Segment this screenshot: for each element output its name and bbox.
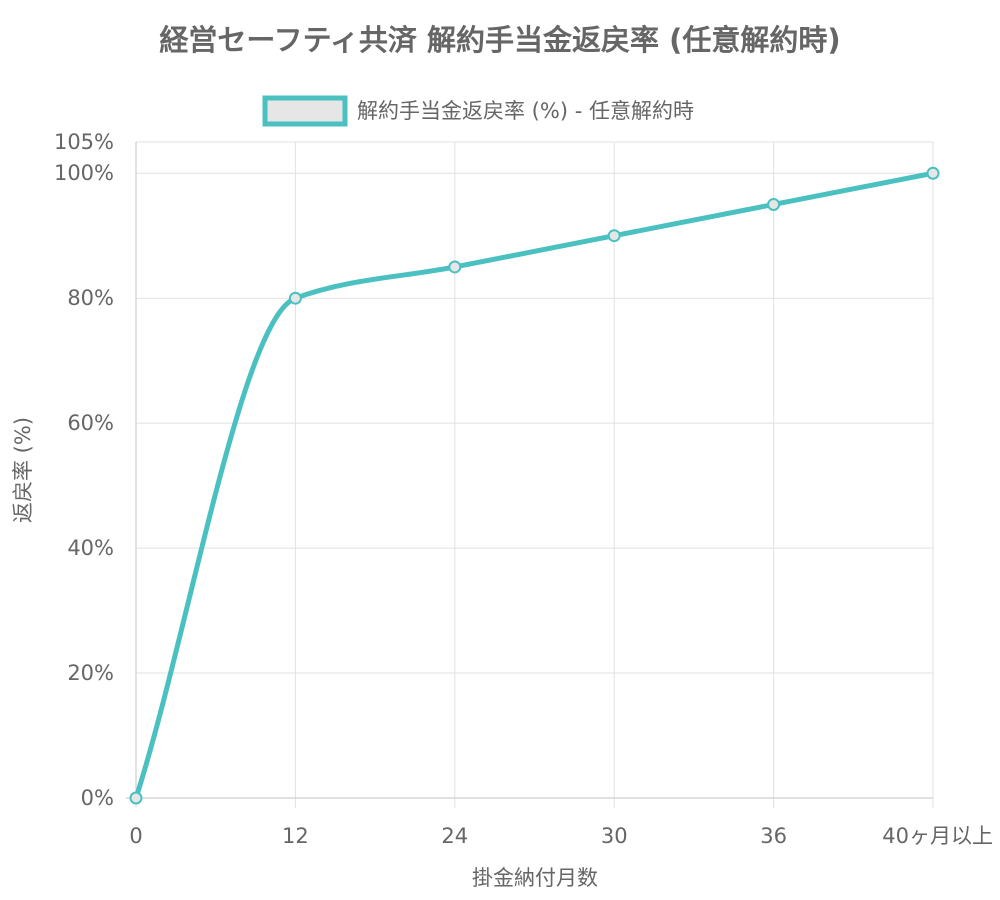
x-tick-label: 30 <box>601 824 628 848</box>
x-tick-label: 40ヶ月以上 <box>882 824 993 848</box>
data-point[interactable] <box>607 229 621 243</box>
y-tick-label: 100% <box>54 161 114 185</box>
data-point[interactable] <box>288 291 302 305</box>
legend[interactable]: 解約手当金返戻率 (%) - 任意解約時 <box>262 95 694 127</box>
tick-labels: 0% 20% 40% 60% 80% 100% 105% 0 12 24 30 36 40ヶ月以上 <box>54 130 993 848</box>
series-line <box>133 170 936 801</box>
data-point[interactable] <box>448 260 462 274</box>
x-tick-label: 36 <box>760 824 787 848</box>
axes <box>126 142 933 799</box>
y-tick-label: 40% <box>67 536 114 560</box>
chart-title: 経営セーフティ共済 解約手当金返戻率 (任意解約時) <box>159 23 840 57</box>
y-tick-label: 20% <box>67 661 114 685</box>
y-tick-label: 105% <box>54 130 114 154</box>
x-tick-label: 12 <box>282 824 309 848</box>
data-point[interactable] <box>129 791 143 805</box>
legend-label[interactable]: 解約手当金返戻率 (%) - 任意解約時 <box>357 99 694 123</box>
data-point[interactable] <box>767 197 781 211</box>
x-axis-title: 掛金納付月数 <box>472 866 598 890</box>
x-tick-label: 24 <box>441 824 468 848</box>
series <box>129 166 940 805</box>
y-tick-label: 80% <box>67 286 114 310</box>
data-point[interactable] <box>926 166 940 180</box>
legend-swatch[interactable] <box>262 95 348 127</box>
y-axis-title: 返戻率 (%) <box>11 417 35 523</box>
x-tick-label: 0 <box>129 824 142 848</box>
y-tick-label: 60% <box>67 411 114 435</box>
y-tick-label: 0% <box>81 786 114 810</box>
grid <box>135 141 934 808</box>
